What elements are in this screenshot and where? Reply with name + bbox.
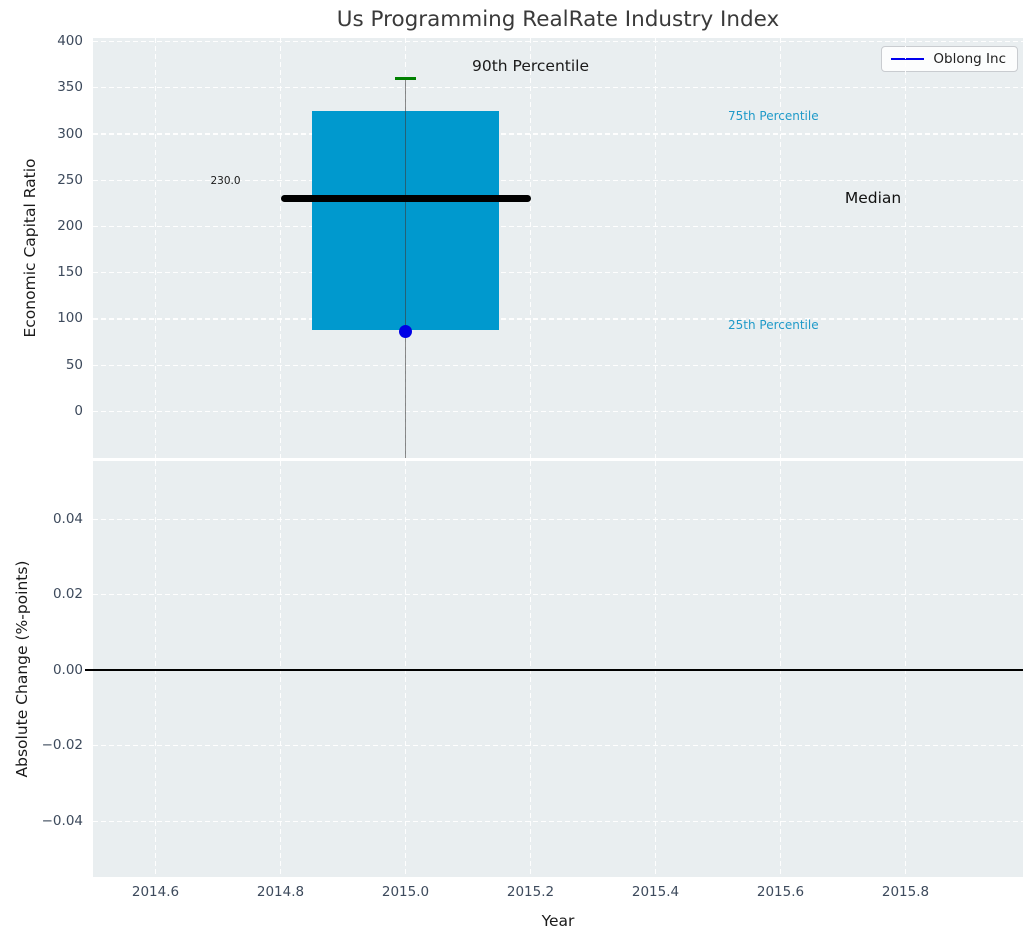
ytick-label-top: 0 [74,402,83,419]
gridline-vertical [529,38,532,458]
xtick-label: 2015.6 [756,884,805,900]
ytick-label-top: 400 [57,33,83,49]
gridline-vertical [404,461,407,877]
gridline-horizontal [93,410,1023,413]
gridline-vertical [154,38,157,458]
gridline-horizontal [93,87,1023,89]
gridline-vertical [654,461,657,877]
gridline-horizontal [93,272,1023,274]
gridline-vertical [779,38,782,458]
gridline-horizontal [93,594,1023,596]
annotation-75th-percentile: 75th Percentile [728,108,819,123]
axes-absolute-change [85,461,1023,877]
ytick-label-bottom: 0.00 [52,661,83,678]
ytick-label-top: 300 [57,125,83,142]
ytick-label-top: 50 [65,356,83,373]
gridline-horizontal [93,179,1023,181]
annotation-90th-percentile: 90th Percentile [471,57,590,76]
gridline-horizontal [93,745,1023,747]
zero-line [85,669,1023,672]
annotation-25th-percentile: 25th Percentile [728,317,819,332]
gridline-vertical [529,461,532,877]
xtick-label: 2014.8 [256,884,305,900]
legend-line-icon [891,57,925,61]
x-axis-label: Year [541,912,575,930]
gridline-vertical [779,461,782,877]
gridline-horizontal [93,40,1023,43]
gridline-horizontal [93,518,1023,520]
gridline-horizontal [93,820,1023,822]
company-data-point [399,325,412,339]
gridline-horizontal [93,133,1023,135]
legend-label: Oblong Inc [933,51,1006,67]
xtick-label: 2015.2 [506,884,555,900]
xtick-label: 2014.6 [131,884,180,900]
annotation-230-0: 230.0 [210,175,241,188]
gridline-vertical [279,38,282,458]
gridline-horizontal [93,364,1023,366]
gridline-vertical [904,461,907,877]
xtick-label: 2015.4 [631,884,680,900]
chart-title: Us Programming RealRate Industry Index [336,7,780,32]
gridline-horizontal [93,225,1023,228]
legend: Oblong Inc [881,46,1018,72]
xtick-label: 2015.0 [381,884,430,900]
xtick-label: 2015.8 [881,884,930,900]
ytick-label-top: 200 [57,217,83,234]
ytick-label-top: 250 [57,171,83,188]
annotation-median: Median [844,188,902,207]
gridline-horizontal [93,318,1023,320]
ytick-label-bottom: 0.04 [52,510,83,527]
ytick-label-bottom: −0.02 [41,737,83,754]
gridline-vertical [154,461,157,877]
ytick-label-top: 150 [57,264,83,281]
whisker-cap-90th [395,77,416,80]
ytick-label-bottom: −0.04 [41,812,83,829]
gridline-vertical [279,461,282,877]
ytick-label-top: 350 [57,79,83,96]
median-line [280,195,531,203]
ytick-label-top: 100 [57,310,83,327]
ytick-label-bottom: 0.02 [52,586,83,603]
axes-economic-capital-ratio: Oblong Inc 90th Percentile 75th Percentil… [93,38,1023,458]
gridline-vertical [904,38,907,458]
whisker-line [404,78,407,458]
gridline-vertical [654,38,657,458]
